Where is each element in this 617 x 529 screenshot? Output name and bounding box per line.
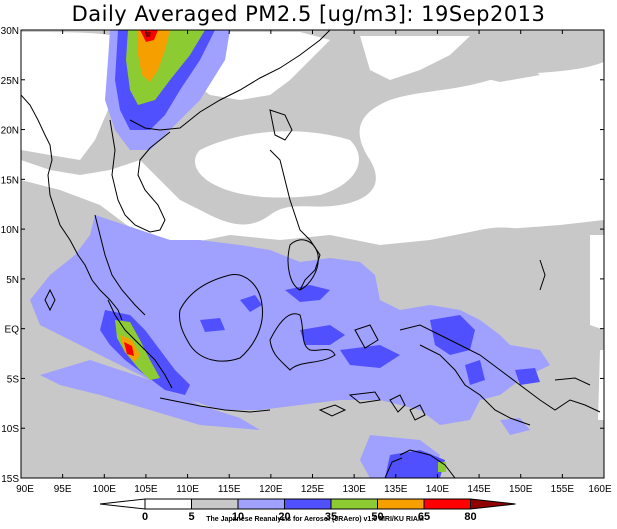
lon-label: 115E: [218, 484, 241, 495]
colorbar: [99, 498, 516, 510]
lon-label: 160E: [588, 484, 612, 495]
lat-label: 5S: [7, 374, 20, 385]
lat-label: 30N: [1, 26, 19, 37]
latitude-axis: 30N 25N 20N 15N 10N 5N EQ 5S 10S 15S: [1, 26, 20, 485]
lon-label: 125E: [301, 484, 325, 495]
credit-text: The Japanese Reanalysis for Aerosol (JRA…: [206, 516, 424, 523]
colorbar-segment: [144, 498, 192, 510]
lon-label: 100E: [93, 484, 117, 495]
lat-label: 5N: [6, 275, 19, 286]
lat-label: EQ: [5, 325, 20, 336]
map-title: Daily Averaged PM2.5 [ug/m3]: 19Sep2013: [71, 2, 546, 26]
contour-80-plus: [145, 32, 151, 37]
coastlines: [21, 30, 601, 478]
lat-label: 20N: [1, 126, 19, 137]
lon-label: 135E: [384, 484, 408, 495]
axis-ticks: [20, 29, 605, 479]
colorbar-segment: [284, 498, 332, 510]
colorbar-segment: [377, 498, 425, 510]
colorbar-segment: [191, 498, 239, 510]
colorbar-labels: 0 5 10 20 35 50 65 80: [142, 511, 477, 523]
colorbar-segment: [330, 498, 378, 510]
colorbar-arrow-right: [470, 498, 516, 510]
lon-label: 95E: [54, 484, 72, 495]
colorbar-tick-label: 0: [142, 511, 148, 523]
colorbar-tick-label: 50: [371, 511, 383, 523]
colorbar-segment: [423, 498, 471, 510]
pm25-field: [21, 30, 604, 478]
lon-label: 155E: [551, 484, 575, 495]
colorbar-tick-label: 80: [464, 511, 476, 523]
lat-label: 15N: [1, 175, 19, 186]
colorbar-tick-label: 35: [325, 511, 337, 523]
lon-label: 130E: [342, 484, 366, 495]
lon-label: 90E: [16, 484, 34, 495]
lat-label: 25N: [1, 76, 19, 87]
colorbar-segment: [237, 498, 285, 510]
colorbar-arrow-left: [99, 498, 146, 510]
lon-label: 110E: [176, 484, 199, 495]
lat-label: 15S: [1, 474, 19, 485]
lat-label: 10S: [1, 424, 19, 435]
colorbar-tick-label: 10: [232, 511, 244, 523]
longitude-axis: 90E 95E 100E 105E 110E 115E 120E 125E 130E 135E 14…: [16, 484, 612, 495]
lat-label: 10N: [1, 225, 19, 236]
lon-label: 145E: [467, 484, 491, 495]
lon-label: 150E: [509, 484, 533, 495]
lon-label: 105E: [134, 484, 158, 495]
lon-label: 140E: [426, 484, 450, 495]
colorbar-tick-label: 5: [188, 511, 194, 523]
lon-label: 120E: [259, 484, 283, 495]
colorbar-tick-label: 20: [278, 511, 290, 523]
contour-0-5: [21, 32, 604, 420]
colorbar-tick-label: 65: [418, 511, 430, 523]
